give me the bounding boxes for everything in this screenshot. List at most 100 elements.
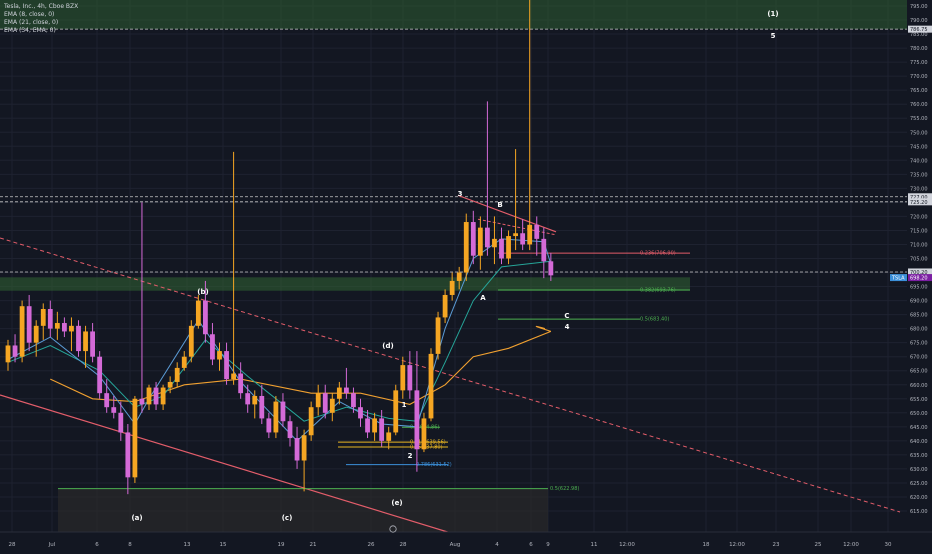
price-tick-label: 795.00 xyxy=(910,4,928,10)
candle-body[interactable] xyxy=(294,438,300,461)
candle-body[interactable] xyxy=(485,227,490,248)
price-tick-label: 755.00 xyxy=(910,116,928,122)
legend-ema-34[interactable]: EMA (34, EMA, 0) xyxy=(4,27,56,34)
candle-body[interactable] xyxy=(344,387,349,394)
candle-body[interactable] xyxy=(315,393,321,408)
candle-body[interactable] xyxy=(76,325,81,352)
candle-body[interactable] xyxy=(139,398,145,405)
candle-body[interactable] xyxy=(231,373,236,380)
candle-body[interactable] xyxy=(322,393,328,413)
candle-body[interactable] xyxy=(358,407,363,419)
symbol-tag-label: TSLA xyxy=(891,276,905,282)
candle-body[interactable] xyxy=(513,233,518,237)
price-tick-label: 685.00 xyxy=(910,313,928,319)
candle-body[interactable] xyxy=(252,395,258,405)
legend-ema-21[interactable]: EMA (21, close, 0) xyxy=(4,19,59,26)
candle-body[interactable] xyxy=(506,236,511,259)
candle-body[interactable] xyxy=(245,393,251,405)
candle-body[interactable] xyxy=(210,334,215,360)
candle-body[interactable] xyxy=(463,222,469,273)
candle-body[interactable] xyxy=(329,398,335,413)
price-tick-label: 670.00 xyxy=(910,355,928,361)
candle-body[interactable] xyxy=(372,418,377,433)
candle-body[interactable] xyxy=(499,238,504,259)
time-tick-label: 4 xyxy=(495,542,499,548)
candle-body[interactable] xyxy=(26,306,32,343)
price-marker xyxy=(908,198,932,206)
candle-body[interactable] xyxy=(83,331,88,352)
candle-body[interactable] xyxy=(90,331,95,357)
candle-body[interactable] xyxy=(19,306,25,357)
candle-body[interactable] xyxy=(203,300,208,335)
candle-body[interactable] xyxy=(97,356,103,394)
price-tick-label: 710.00 xyxy=(910,242,928,248)
candle-body[interactable] xyxy=(181,356,187,368)
time-tick-label: 11 xyxy=(591,542,598,548)
candle-body[interactable] xyxy=(400,365,406,391)
candle-body[interactable] xyxy=(301,435,307,461)
candle-body[interactable] xyxy=(33,325,39,343)
candle-body[interactable] xyxy=(174,367,180,382)
wave-label: (b) xyxy=(197,288,208,296)
candle-body[interactable] xyxy=(5,345,11,363)
candle-body[interactable] xyxy=(386,432,392,441)
candle-body[interactable] xyxy=(273,401,279,433)
candle-body[interactable] xyxy=(104,393,110,408)
candle-body[interactable] xyxy=(308,407,314,436)
candle-body[interactable] xyxy=(153,387,159,405)
candle-body[interactable] xyxy=(492,238,497,248)
candle-body[interactable] xyxy=(167,381,173,388)
candle-body[interactable] xyxy=(336,387,342,399)
candle-body[interactable] xyxy=(160,387,166,405)
candle-body[interactable] xyxy=(407,365,413,391)
candle-body[interactable] xyxy=(238,373,244,394)
candle-body[interactable] xyxy=(40,309,46,326)
candle-body[interactable] xyxy=(435,317,441,354)
candle-body[interactable] xyxy=(62,323,67,332)
candle-body[interactable] xyxy=(470,222,476,256)
candle-body[interactable] xyxy=(280,401,286,422)
candle-body[interactable] xyxy=(118,412,124,433)
candle-body[interactable] xyxy=(477,227,483,256)
candle-body[interactable] xyxy=(224,351,229,380)
candle-body[interactable] xyxy=(146,387,152,405)
candle-body[interactable] xyxy=(414,390,420,450)
candle-body[interactable] xyxy=(54,323,60,329)
candle-body[interactable] xyxy=(287,421,293,439)
candle-body[interactable] xyxy=(188,325,194,357)
candle-body[interactable] xyxy=(47,309,53,329)
candle-body[interactable] xyxy=(125,432,131,478)
candle-body[interactable] xyxy=(449,280,455,295)
candle-body[interactable] xyxy=(527,224,533,245)
price-tick-label: 790.00 xyxy=(910,18,928,24)
candle-body[interactable] xyxy=(393,390,399,433)
candle-body[interactable] xyxy=(365,418,370,433)
candle-body[interactable] xyxy=(548,261,554,276)
candle-body[interactable] xyxy=(69,325,74,332)
legend-symbol[interactable]: Tesla, Inc., 4h, Cboe BZX xyxy=(4,3,79,10)
price-axis[interactable] xyxy=(907,0,932,532)
candle-body[interactable] xyxy=(12,345,18,357)
time-tick-label: 6 xyxy=(529,542,533,548)
candle-body[interactable] xyxy=(534,224,540,239)
candle-body[interactable] xyxy=(456,272,462,281)
candle-body[interactable] xyxy=(132,398,138,478)
candle-body[interactable] xyxy=(520,233,526,245)
candle-body[interactable] xyxy=(428,353,434,419)
candle-body[interactable] xyxy=(195,300,201,326)
candle-body[interactable] xyxy=(111,407,117,413)
candle-body[interactable] xyxy=(379,418,385,441)
candle-body[interactable] xyxy=(421,418,427,450)
candle-body[interactable] xyxy=(259,395,265,419)
candle-body[interactable] xyxy=(217,351,222,360)
candle-body[interactable] xyxy=(541,238,547,262)
event-icon[interactable] xyxy=(389,525,397,533)
legend-ema-8[interactable]: EMA (8, close, 0) xyxy=(4,11,55,18)
candle-body[interactable] xyxy=(442,294,448,318)
time-axis[interactable] xyxy=(0,532,932,550)
candle-body[interactable] xyxy=(266,418,272,433)
time-tick-label: 12:00 xyxy=(619,542,635,548)
candle-body[interactable] xyxy=(351,393,356,408)
